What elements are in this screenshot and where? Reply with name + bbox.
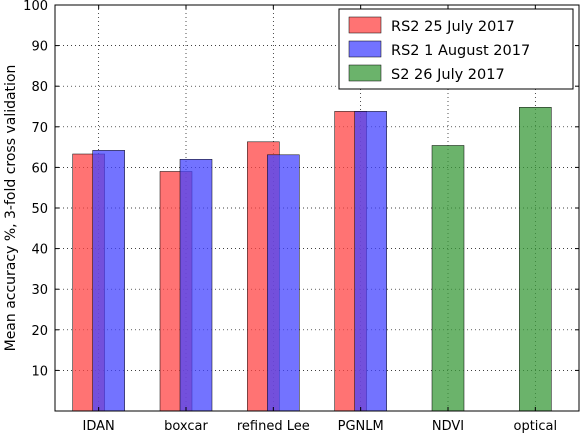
bar	[519, 107, 552, 412]
y-tick-label: 40	[31, 243, 48, 258]
x-tick-labels: IDAN boxcar refined Lee PGNLM NDVI optical	[83, 419, 558, 434]
y-tick-labels: 10 20 30 40 50 60 70 80 90 100	[23, 0, 48, 379]
y-tick-label: 100	[23, 0, 48, 14]
y-tick-label: 50	[31, 202, 48, 217]
y-tick-label: 90	[31, 40, 48, 55]
bar	[354, 111, 387, 412]
legend-label: RS2 25 July 2017	[391, 19, 515, 35]
y-tick-label: 60	[31, 161, 48, 176]
bar	[179, 159, 213, 412]
legend: RS2 25 July 2017 RS2 1 August 2017 S2 26 J…	[338, 8, 574, 90]
y-tick-label: 20	[31, 324, 48, 339]
legend-label: S2 26 July 2017	[391, 67, 505, 83]
x-tick-label: NDVI	[432, 419, 464, 434]
y-axis-label: Mean accuracy %, 3-fold cross validation	[3, 65, 19, 352]
x-tick-label: optical	[514, 419, 558, 434]
bar	[267, 154, 300, 412]
x-tick-label: boxcar	[164, 419, 208, 434]
legend-swatch	[348, 40, 382, 58]
x-tick-label: PGNLM	[338, 419, 384, 434]
y-tick-label: 30	[31, 283, 48, 298]
x-tick-label: IDAN	[83, 419, 115, 434]
bars	[72, 107, 552, 412]
y-tick-label: 70	[31, 121, 48, 136]
legend-label: RS2 1 August 2017	[391, 43, 530, 59]
legend-swatch	[348, 64, 382, 82]
legend-swatch	[348, 16, 382, 34]
y-tick-label: 80	[31, 80, 48, 95]
bar	[431, 145, 465, 412]
x-tick-label: refined Lee	[237, 419, 310, 434]
bar	[92, 150, 125, 412]
plot-frame	[54, 4, 580, 412]
y-tick-label: 10	[31, 364, 48, 379]
